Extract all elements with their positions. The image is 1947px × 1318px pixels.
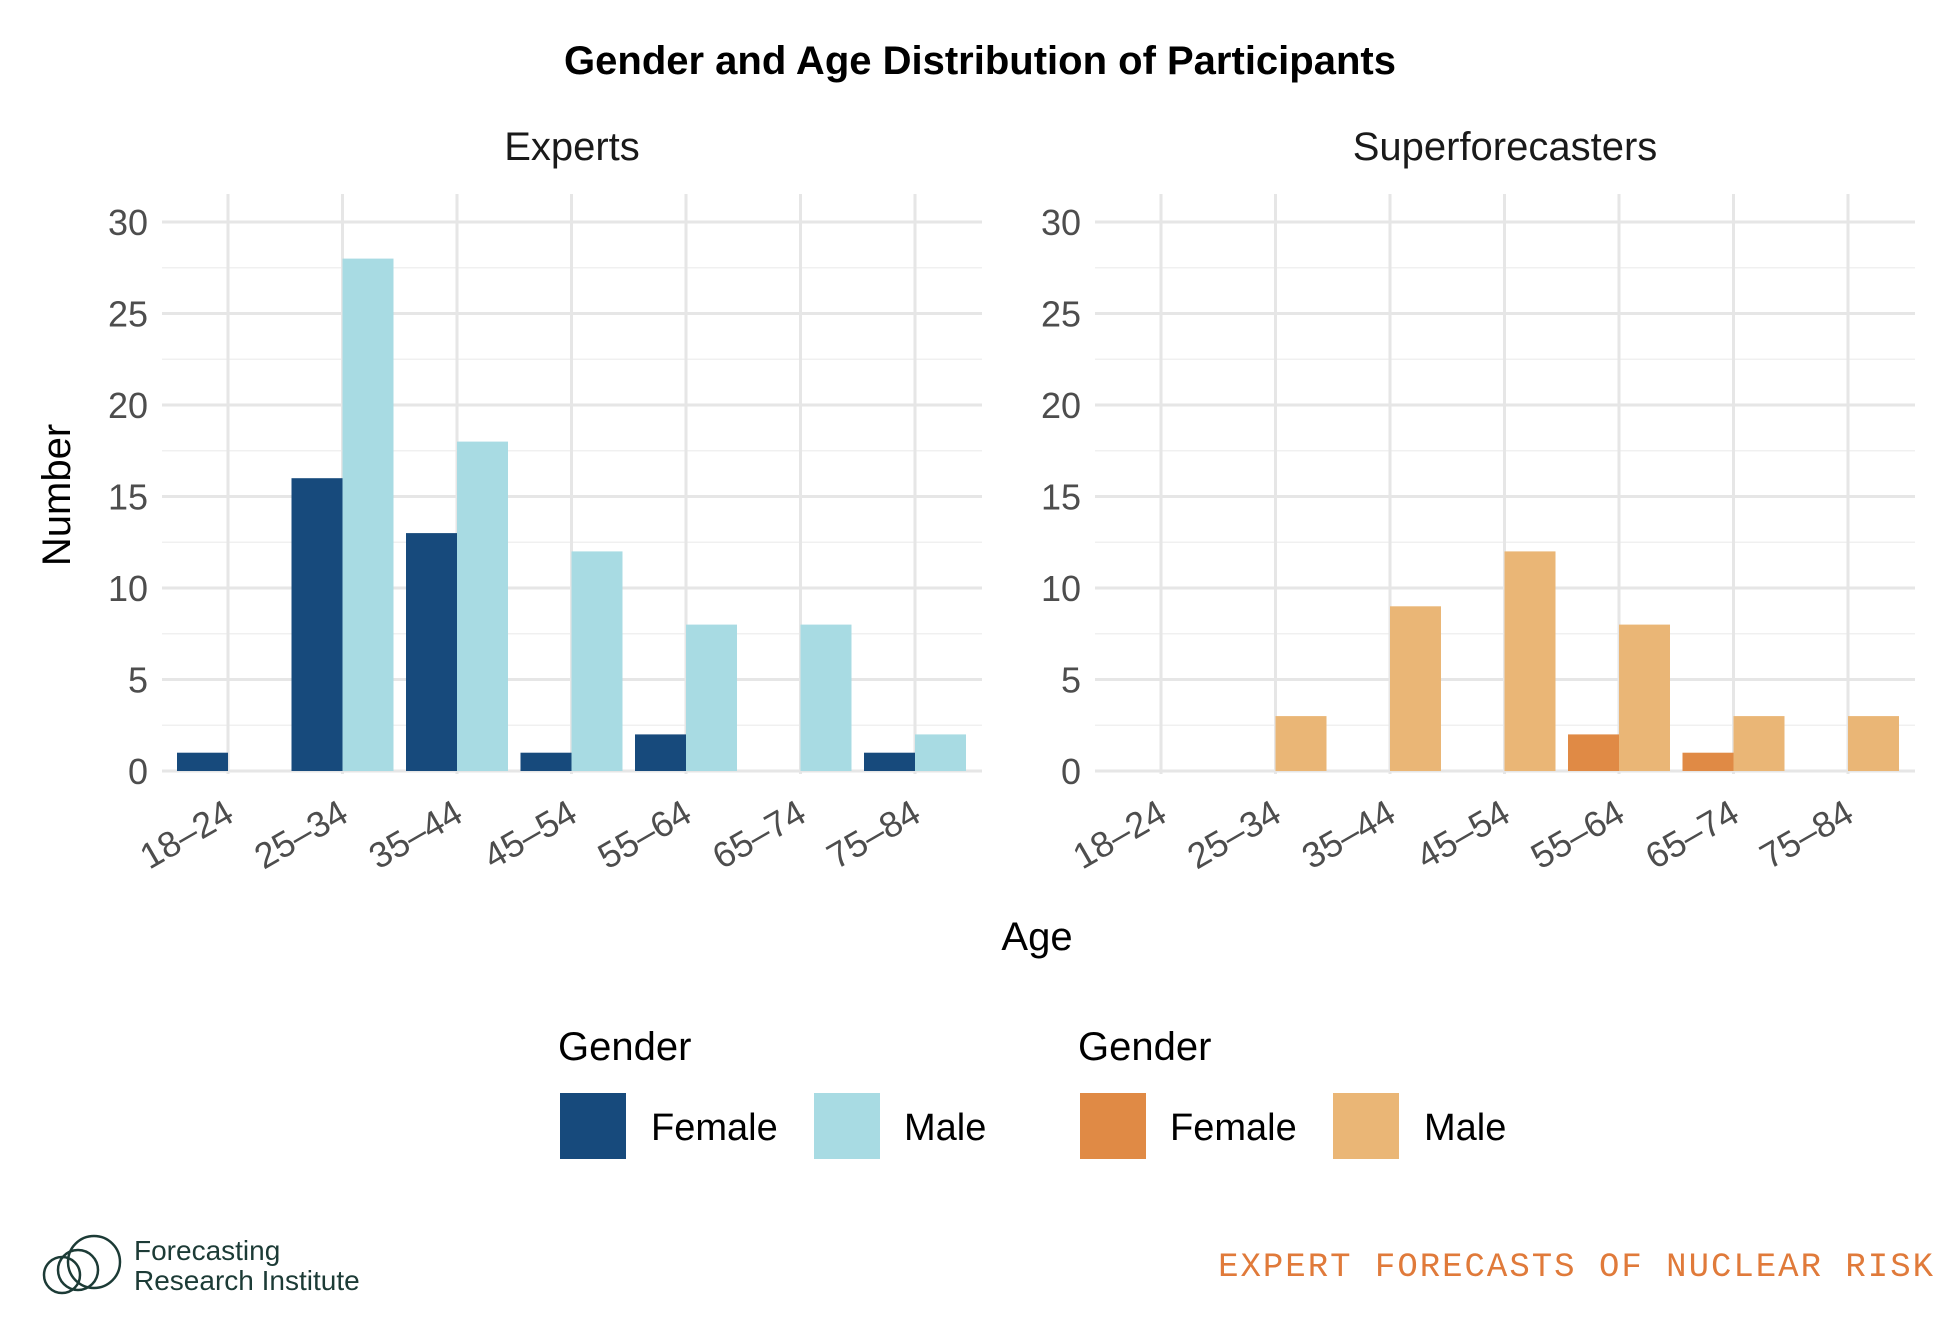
bar-female-75-84 [864, 752, 915, 771]
forecasting-research-institute-logo: Forecasting Research Institute [42, 1234, 360, 1296]
panel-superforecasters: Superforecasters 0 5 10 15 20 25 30 18–24 25–34 35… [1041, 125, 1915, 877]
bar-male-35-44 [457, 441, 508, 771]
panel-experts: Experts 0 5 10 15 20 25 30 18–24 25–34 35–44 45–54 5… [108, 125, 982, 877]
x-tick-label: 45–54 [1409, 791, 1516, 877]
x-tick-label: 25–34 [1180, 791, 1287, 877]
y-tick-label: 10 [108, 568, 148, 609]
footer-tagline: EXPERT FORECASTS OF NUCLEAR RISK [1218, 1249, 1935, 1287]
y-axis-title: Number [35, 424, 79, 566]
y-tick-label: 25 [108, 294, 148, 335]
legend-label: Male [1424, 1107, 1506, 1149]
bar-female-65-74 [1682, 752, 1734, 771]
y-tick-label: 25 [1041, 294, 1081, 335]
y-tick-label: 0 [128, 751, 148, 792]
x-tick-label: 75–84 [820, 791, 927, 877]
y-tick-label: 30 [1041, 202, 1081, 243]
bar-male-25-34 [342, 258, 394, 772]
logo-circles-icon [42, 1234, 122, 1295]
legend-superforecasters: Gender Female Male [1078, 1025, 1506, 1159]
y-tick-label: 20 [108, 385, 148, 426]
bar-male-25-34 [1275, 716, 1327, 771]
x-tick-label: 25–34 [247, 791, 354, 877]
x-tick-label: 35–44 [362, 791, 469, 877]
legend-key-female [1080, 1093, 1146, 1159]
bar-male-35-44 [1390, 606, 1441, 771]
x-tick-label: 75–84 [1753, 791, 1860, 877]
bar-male-55-64 [686, 624, 737, 771]
y-tick-label: 30 [108, 202, 148, 243]
bar-male-55-64 [1619, 624, 1670, 771]
y-tick-label: 0 [1061, 751, 1081, 792]
y-tick-label: 5 [1061, 660, 1081, 701]
legend-label: Female [1170, 1107, 1297, 1149]
legend-title: Gender [558, 1025, 691, 1069]
y-tick-label: 10 [1041, 568, 1081, 609]
bar-female-35-44 [406, 533, 457, 771]
bar-male-75-84 [1848, 716, 1899, 771]
y-tick-label: 5 [128, 660, 148, 701]
bar-male-45-54 [1504, 551, 1556, 771]
x-tick-label: 18–24 [1066, 791, 1173, 877]
legend-key-male [814, 1093, 880, 1159]
x-tick-label: 55–64 [591, 791, 698, 877]
y-tick-label: 15 [108, 477, 148, 518]
x-tick-label: 55–64 [1524, 791, 1631, 877]
x-axis-title: Age [1001, 915, 1072, 959]
bar-female-18-24 [177, 752, 228, 771]
x-tick-label: 65–74 [1638, 791, 1745, 877]
legend-title: Gender [1078, 1025, 1211, 1069]
chart-title: Gender and Age Distribution of Participa… [564, 39, 1396, 83]
brand-name-line-1: Forecasting [134, 1235, 280, 1266]
legend-key-female [560, 1093, 626, 1159]
bar-female-45-54 [520, 752, 572, 771]
bar-male-75-84 [915, 734, 966, 771]
panel-title: Superforecasters [1353, 125, 1658, 169]
bar-female-55-64 [635, 734, 686, 771]
y-tick-label: 20 [1041, 385, 1081, 426]
legend-key-male [1333, 1093, 1399, 1159]
y-tick-label: 15 [1041, 477, 1081, 518]
panel-title: Experts [504, 125, 640, 169]
legend-experts: Gender Female Male [558, 1025, 986, 1159]
x-tick-label: 45–54 [476, 791, 583, 877]
bar-male-45-54 [571, 551, 623, 771]
x-tick-label: 65–74 [705, 791, 812, 877]
x-tick-label: 35–44 [1295, 791, 1402, 877]
x-tick-label: 18–24 [133, 791, 240, 877]
bar-female-55-64 [1568, 734, 1619, 771]
bar-male-65-74 [800, 624, 852, 771]
legend-label: Female [651, 1107, 778, 1149]
brand-name-line-2: Research Institute [134, 1265, 360, 1296]
bar-male-65-74 [1733, 716, 1785, 771]
legend-label: Male [904, 1107, 986, 1149]
bar-female-25-34 [291, 478, 343, 771]
